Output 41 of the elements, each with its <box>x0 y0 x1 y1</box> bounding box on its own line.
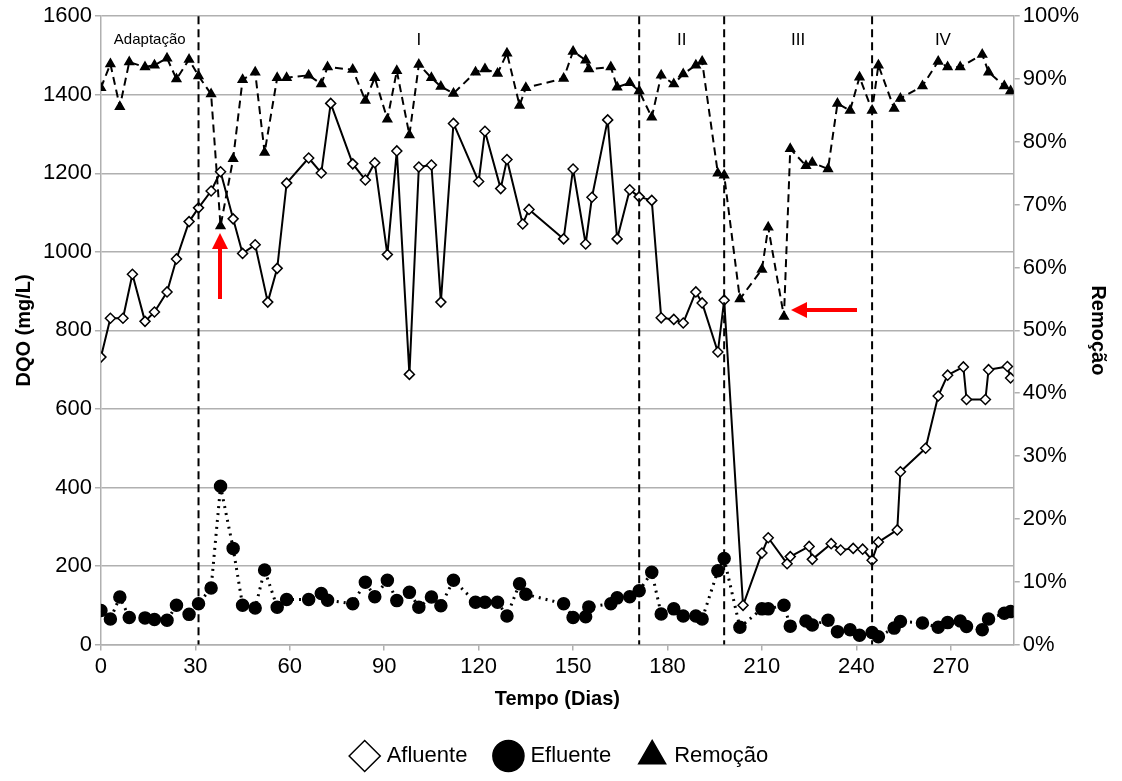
annotation: III <box>791 29 806 49</box>
x-tick-label: 0 <box>94 652 108 678</box>
y-tick-label: 400 <box>55 473 92 499</box>
y-axis-title: DQO (mg/L) <box>11 274 34 387</box>
x-axis-title: Tempo (Dias) <box>494 686 620 709</box>
y-tick-label: 0 <box>79 630 92 656</box>
y-tick-label: 1000 <box>42 237 92 263</box>
x-tick-label: 150 <box>554 652 592 678</box>
y2-tick-label: 100% <box>1022 2 1080 28</box>
y2-tick-label: 0% <box>1022 630 1055 656</box>
legend-label: Remoção <box>674 742 769 768</box>
x-tick-label: 180 <box>649 652 686 678</box>
y2-tick-label: 60% <box>1022 253 1067 279</box>
x-tick-label: 210 <box>743 652 781 678</box>
y2-axis-title: Remoção <box>1088 285 1111 376</box>
y-tick-label: 1400 <box>42 80 92 106</box>
x-tick-label: 90 <box>371 652 397 678</box>
annotation: II <box>676 29 687 49</box>
y2-tick-label: 90% <box>1022 65 1067 91</box>
y2-tick-label: 50% <box>1022 316 1067 342</box>
y2-tick-label: 30% <box>1022 442 1067 468</box>
legend-label: Afluente <box>386 742 468 768</box>
annotation: Adaptação <box>113 30 186 48</box>
x-tick-label: 270 <box>932 652 970 678</box>
x-tick-label: 60 <box>277 652 303 678</box>
y2-tick-label: 70% <box>1022 190 1067 216</box>
x-tick-label: 240 <box>838 652 875 678</box>
x-tick-label: 120 <box>460 652 498 678</box>
y-tick-label: 200 <box>55 552 92 578</box>
y-tick-label: 600 <box>55 395 92 421</box>
y-tick-label: 1200 <box>42 159 92 185</box>
y-tick-label: 1600 <box>42 2 92 28</box>
annotation: IV <box>934 29 952 49</box>
y-tick-label: 800 <box>55 316 92 342</box>
y2-tick-label: 20% <box>1022 504 1067 530</box>
annotation: I <box>416 29 422 49</box>
legend-label: Efluente <box>530 742 612 768</box>
y2-tick-label: 10% <box>1022 567 1067 593</box>
x-tick-label: 30 <box>183 652 208 678</box>
y2-tick-label: 80% <box>1022 127 1067 153</box>
y2-tick-label: 40% <box>1022 379 1067 405</box>
